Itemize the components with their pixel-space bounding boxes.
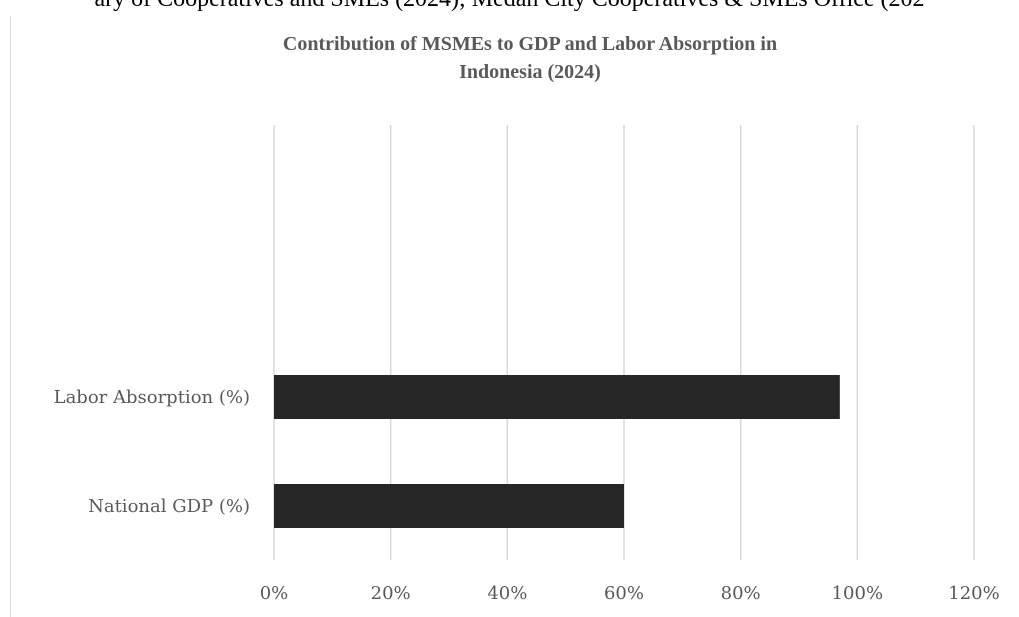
chart-title-line-1: Contribution of MSMEs to GDP and Labor A… (282, 33, 778, 55)
chart-title-line-2: Indonesia (2024) (459, 61, 601, 83)
x-tick-label: 80% (721, 583, 761, 604)
category-label: National GDP (%) (88, 496, 250, 517)
bar (274, 375, 840, 419)
x-tick-label: 100% (832, 583, 883, 604)
chart-title: Contribution of MSMEs to GDP and Labor A… (130, 30, 930, 86)
source-caption: ary of Cooperatives and SMEs (2024); Med… (0, 0, 1019, 16)
chart-frame (10, 16, 1019, 617)
x-tick-label: 60% (604, 583, 644, 604)
x-tick-label: 20% (371, 583, 411, 604)
bar (274, 484, 624, 528)
x-tick-label: 120% (948, 583, 999, 604)
x-tick-label: 0% (260, 583, 289, 604)
category-label: Labor Absorption (%) (54, 387, 250, 408)
x-tick-label: 40% (487, 583, 527, 604)
